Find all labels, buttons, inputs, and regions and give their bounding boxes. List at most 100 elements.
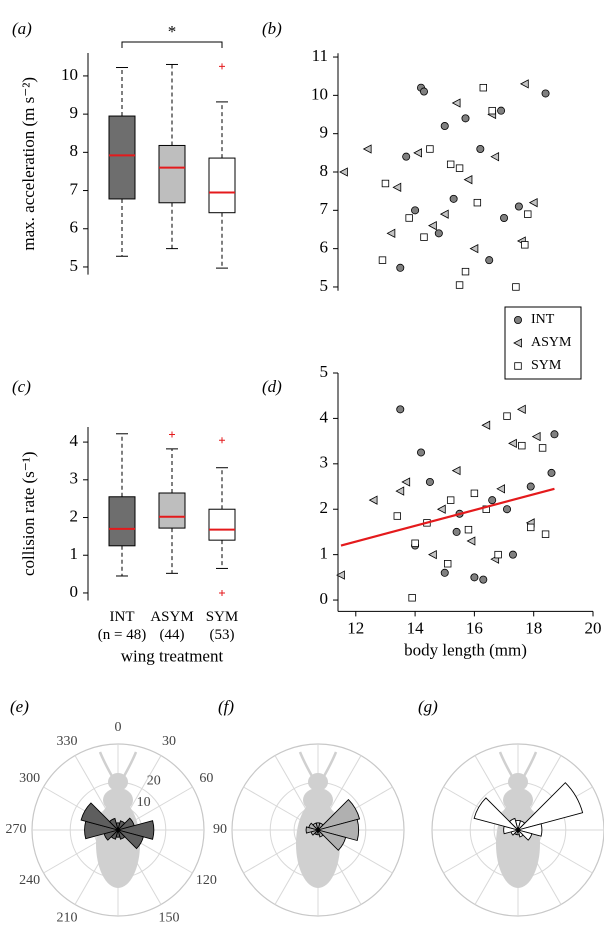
y-axis-label: collision rate (s⁻¹) xyxy=(19,451,38,576)
point xyxy=(428,549,437,560)
point xyxy=(396,405,405,414)
legend-marker xyxy=(513,338,522,348)
x-axis-label: wing treatment xyxy=(121,646,224,665)
x-tick-label: 20 xyxy=(585,618,602,637)
y-tick-label: 7 xyxy=(70,179,79,198)
y-tick-label: 0 xyxy=(320,589,329,608)
point xyxy=(402,152,411,161)
point xyxy=(440,568,449,577)
point xyxy=(368,495,378,505)
point xyxy=(496,484,505,494)
y-tick-label: 2 xyxy=(70,506,79,525)
box xyxy=(158,144,186,204)
rose-wedge xyxy=(117,828,126,840)
point xyxy=(446,496,455,504)
point xyxy=(514,202,523,211)
point xyxy=(500,213,509,222)
point xyxy=(413,148,422,158)
rose-wedge xyxy=(312,822,319,832)
y-tick-label: 1 xyxy=(320,544,329,563)
box xyxy=(108,496,136,547)
panel-label: (d) xyxy=(262,377,282,396)
box xyxy=(208,508,236,541)
box xyxy=(208,157,236,214)
angle-label: 90 xyxy=(213,822,227,837)
point xyxy=(464,525,473,534)
x-tick-label: SYM xyxy=(206,609,239,625)
rose-wedge xyxy=(516,782,584,831)
point xyxy=(396,263,405,272)
point xyxy=(452,527,461,536)
angle-label: 210 xyxy=(57,911,78,922)
point xyxy=(538,444,547,452)
rose-wedge xyxy=(116,829,144,850)
point xyxy=(466,536,476,546)
y-tick-label: 7 xyxy=(320,199,329,218)
point xyxy=(524,210,532,218)
point xyxy=(417,448,426,457)
rose-wedge xyxy=(516,829,533,841)
point xyxy=(476,145,485,154)
point xyxy=(550,430,559,439)
significance-label: * xyxy=(168,22,177,41)
point xyxy=(362,144,372,154)
y-tick-label: 10 xyxy=(61,65,78,84)
rose-wedge xyxy=(316,818,360,842)
y-tick-label: 6 xyxy=(70,218,79,237)
y-tick-label: 2 xyxy=(320,498,329,517)
panel-label: (e) xyxy=(10,697,29,716)
point xyxy=(503,412,511,420)
point xyxy=(521,241,529,249)
beetle-head xyxy=(308,773,328,791)
angle-label: 150 xyxy=(159,911,180,922)
point xyxy=(541,530,550,538)
y-tick-label: 4 xyxy=(320,407,329,426)
point xyxy=(449,194,458,203)
point xyxy=(497,106,506,115)
beetle-head xyxy=(508,773,528,791)
y-tick-label: 9 xyxy=(70,103,79,122)
point xyxy=(479,83,487,92)
point xyxy=(436,504,446,514)
radial-label: 20 xyxy=(147,773,161,788)
point xyxy=(392,182,402,192)
point xyxy=(439,209,449,219)
point xyxy=(440,122,449,131)
point xyxy=(527,523,535,532)
point xyxy=(479,575,488,584)
box xyxy=(108,115,136,200)
y-tick-label: 10 xyxy=(311,84,328,103)
rose-wedge xyxy=(317,828,324,838)
y-tick-label: 8 xyxy=(320,161,329,180)
legend-marker xyxy=(514,315,523,324)
point xyxy=(547,468,556,477)
point xyxy=(428,220,437,231)
point xyxy=(490,152,500,162)
y-tick-label: 8 xyxy=(70,141,79,160)
point xyxy=(519,79,529,89)
point xyxy=(526,482,535,491)
angle-label: 60 xyxy=(199,771,213,786)
angle-label: 30 xyxy=(162,734,176,749)
point xyxy=(395,486,405,496)
point xyxy=(339,167,348,177)
point xyxy=(512,283,520,291)
point xyxy=(461,114,470,123)
point xyxy=(446,160,455,169)
point xyxy=(531,431,541,442)
rose-wedge xyxy=(316,798,361,831)
panel-label: (c) xyxy=(12,377,31,396)
point xyxy=(469,243,479,254)
point xyxy=(528,197,538,208)
point xyxy=(381,179,390,188)
significance-bracket xyxy=(121,41,223,48)
point xyxy=(434,229,443,238)
y-tick-label: 6 xyxy=(320,238,329,257)
rose-wedge xyxy=(316,829,347,851)
legend-marker xyxy=(514,362,522,370)
point xyxy=(336,570,345,580)
panel-label: (a) xyxy=(12,19,32,38)
y-axis-label: max. acceleration (m s⁻²) xyxy=(19,77,38,251)
point xyxy=(485,256,494,265)
